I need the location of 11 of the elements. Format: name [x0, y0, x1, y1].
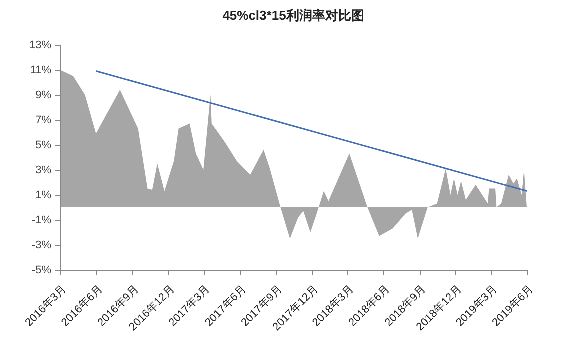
y-tick-label: -3% — [32, 240, 52, 252]
y-tick-label: 5% — [36, 140, 52, 152]
y-tick-label: 3% — [36, 164, 52, 176]
y-tick-label: 11% — [30, 64, 52, 76]
y-tick-label: 1% — [36, 190, 52, 202]
chart-title: 45%cl3*15利润率对比图 — [222, 8, 364, 23]
y-tick-label: 9% — [36, 90, 52, 102]
y-tick-label: -1% — [32, 214, 52, 226]
y-tick-label: 13% — [29, 40, 52, 52]
y-tick-label: 7% — [36, 114, 52, 126]
y-tick-label: -5% — [32, 264, 52, 276]
